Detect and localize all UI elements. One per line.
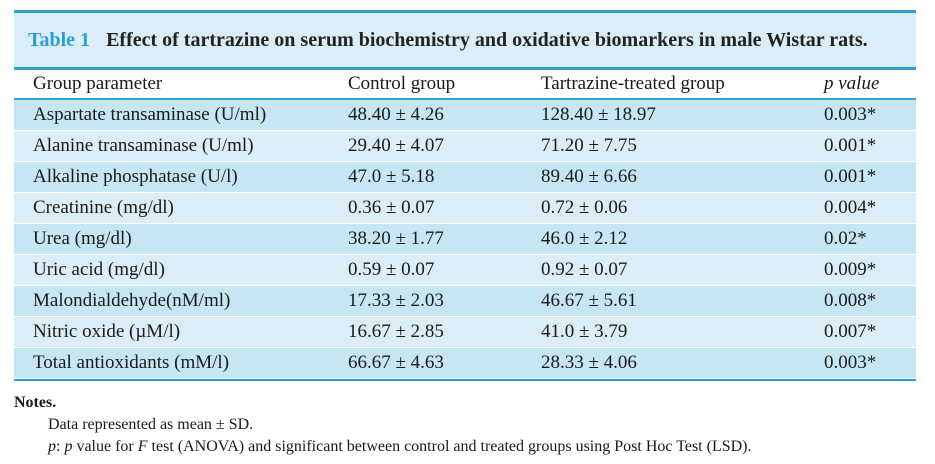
- table-row: Nitric oxide (µM/l) 16.67 ± 2.85 41.0 ± 3.…: [14, 317, 916, 348]
- cell-control: 0.59 ± 0.07: [348, 259, 435, 280]
- note-text-c: test (ANOVA) and significant between con…: [147, 438, 752, 455]
- table-label: Table 1: [28, 28, 91, 51]
- cell-control: 47.0 ± 5.18: [348, 166, 435, 187]
- cell-parameter: Alanine transaminase (U/ml): [33, 135, 254, 156]
- cell-p-value: 0.008*: [824, 290, 877, 311]
- table-row: Total antioxidants (mM/l) 66.67 ± 4.63 28.…: [14, 348, 916, 379]
- cell-parameter: Total antioxidants (mM/l): [33, 352, 230, 373]
- note-p-symbol-2: p: [64, 438, 73, 455]
- cell-treated: 89.40 ± 6.66: [541, 166, 637, 187]
- cell-p-value: 0.007*: [824, 321, 877, 342]
- note-text-a: :: [56, 438, 65, 455]
- cell-control: 48.40 ± 4.26: [348, 104, 444, 125]
- table-row: Uric acid (mg/dl) 0.59 ± 0.07 0.92 ± 0.07 0…: [14, 255, 916, 286]
- table-notes: Notes. Data represented as mean ± SD. p:…: [14, 392, 916, 458]
- p-value-label: p value: [824, 73, 880, 94]
- caption-rule: [14, 67, 916, 70]
- cell-p-value: 0.001*: [824, 166, 877, 187]
- table-row: Aspartate transaminase (U/ml) 48.40 ± 4.2…: [14, 100, 916, 131]
- cell-treated: 28.33 ± 4.06: [541, 352, 637, 373]
- header-treated-group: Tartrazine-treated group: [541, 73, 725, 94]
- cell-parameter: Nitric oxide (µM/l): [33, 321, 181, 342]
- cell-control: 29.40 ± 4.07: [348, 135, 444, 156]
- bottom-rule: [14, 379, 916, 381]
- top-rule: [14, 10, 916, 13]
- cell-treated: 0.92 ± 0.07: [541, 259, 628, 280]
- cell-parameter: Uric acid (mg/dl): [33, 259, 165, 280]
- cell-control: 0.36 ± 0.07: [348, 197, 435, 218]
- table-row: Urea (mg/dl) 38.20 ± 1.77 46.0 ± 2.12 0.02*: [14, 224, 916, 255]
- cell-parameter: Alkaline phosphatase (U/l): [33, 166, 238, 187]
- cell-p-value: 0.02*: [824, 228, 867, 249]
- header-p-value: p value: [824, 73, 916, 95]
- note-f-symbol: F: [137, 438, 148, 455]
- cell-treated: 128.40 ± 18.97: [541, 104, 656, 125]
- cell-control: 66.67 ± 4.63: [348, 352, 444, 373]
- cell-p-value: 0.003*: [824, 104, 877, 125]
- notes-line-1: Data represented as mean ± SD.: [48, 416, 254, 433]
- table-row: Creatinine (mg/dl) 0.36 ± 0.07 0.72 ± 0.06…: [14, 193, 916, 224]
- cell-p-value: 0.001*: [824, 135, 877, 156]
- cell-parameter: Urea (mg/dl): [33, 228, 132, 249]
- header-control-group: Control group: [348, 73, 456, 94]
- cell-treated: 46.0 ± 2.12: [541, 228, 628, 249]
- table-row: Alkaline phosphatase (U/l) 47.0 ± 5.18 89.…: [14, 162, 916, 193]
- cell-control: 38.20 ± 1.77: [348, 228, 444, 249]
- cell-p-value: 0.009*: [824, 259, 877, 280]
- table-header: Group parameter Control group Tartrazine…: [14, 70, 916, 98]
- table-caption: Table 1 Effect of tartrazine on serum bi…: [14, 13, 916, 67]
- note-text-b: value for: [72, 438, 138, 455]
- data-table: Table 1 Effect of tartrazine on serum bi…: [14, 10, 916, 381]
- cell-parameter: Creatinine (mg/dl): [33, 197, 174, 218]
- cell-treated: 71.20 ± 7.75: [541, 135, 637, 156]
- notes-heading: Notes.: [14, 394, 57, 411]
- header-group-parameter: Group parameter: [33, 73, 163, 94]
- cell-parameter: Malondialdehyde(nM/ml): [33, 290, 231, 311]
- cell-control: 16.67 ± 2.85: [348, 321, 444, 342]
- cell-treated: 46.67 ± 5.61: [541, 290, 637, 311]
- cell-p-value: 0.003*: [824, 352, 877, 373]
- cell-parameter: Aspartate transaminase (U/ml): [33, 104, 267, 125]
- table-row: Alanine transaminase (U/ml) 29.40 ± 4.07 7…: [14, 131, 916, 162]
- table-body: Aspartate transaminase (U/ml) 48.40 ± 4.2…: [14, 100, 916, 379]
- cell-control: 17.33 ± 2.03: [348, 290, 444, 311]
- cell-treated: 0.72 ± 0.06: [541, 197, 628, 218]
- cell-p-value: 0.004*: [824, 197, 877, 218]
- table-title: Effect of tartrazine on serum biochemist…: [106, 28, 868, 51]
- header-rule: [14, 98, 916, 100]
- cell-treated: 41.0 ± 3.79: [541, 321, 628, 342]
- notes-line-2: p: p value for F test (ANOVA) and signif…: [14, 436, 916, 458]
- table-row: Malondialdehyde(nM/ml) 17.33 ± 2.03 46.67 …: [14, 286, 916, 317]
- note-p-symbol: p: [48, 438, 56, 455]
